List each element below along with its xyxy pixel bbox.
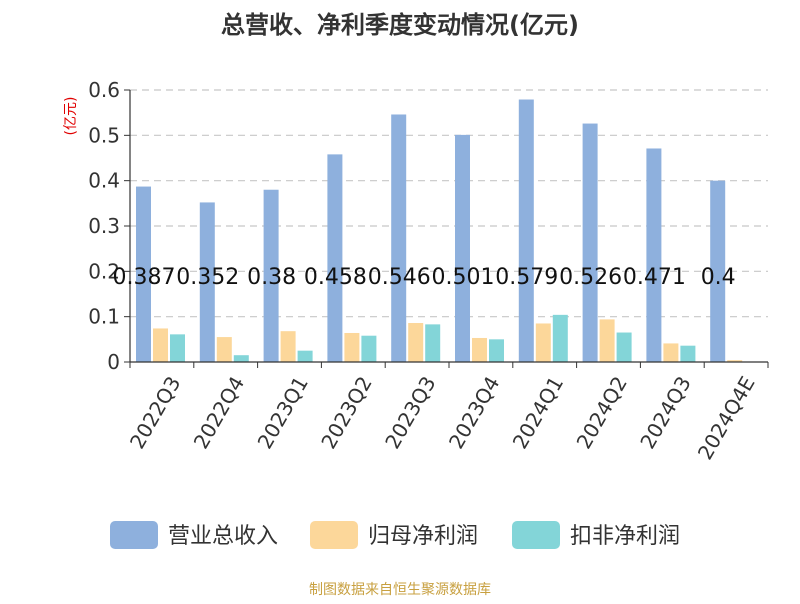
legend[interactable]: 营业总收入 归母净利润 扣非净利润 <box>110 521 680 549</box>
bar-1-2024Q3[interactable] <box>663 343 679 362</box>
y-tick-label: 0.6 <box>88 78 120 102</box>
y-tick-label: 0.4 <box>88 169 120 193</box>
legend-label-2[interactable]: 扣非净利润 <box>570 524 680 549</box>
bar-1-2024Q2[interactable] <box>599 319 615 362</box>
bar-0-2023Q1[interactable] <box>263 189 279 362</box>
legend-swatch-1[interactable] <box>310 521 358 549</box>
data-label-2023Q1: 0.38 <box>247 265 296 290</box>
bar-2-2023Q4[interactable] <box>489 339 504 362</box>
legend-swatch-0[interactable] <box>110 521 158 549</box>
bar-0-2024Q4E[interactable] <box>710 180 726 362</box>
bar-2-2022Q3[interactable] <box>170 334 185 362</box>
data-label-2024Q2: 0.526 <box>559 265 622 290</box>
bar-0-2023Q4[interactable] <box>455 134 470 362</box>
bar-0-2022Q3[interactable] <box>136 186 151 362</box>
bar-0-2024Q3[interactable] <box>646 148 662 362</box>
bar-2-2023Q3[interactable] <box>425 324 441 362</box>
y-tick-label: 0.1 <box>88 305 120 329</box>
y-tick-label: 0.5 <box>88 123 120 147</box>
bar-0-2024Q1[interactable] <box>518 99 534 363</box>
x-tick-label: 2022Q4 <box>189 372 249 453</box>
bar-2-2024Q1[interactable] <box>552 314 568 362</box>
x-tick-label: 2024Q2 <box>572 372 632 453</box>
data-label-2024Q1: 0.579 <box>495 265 558 290</box>
x-tick-label: 2023Q4 <box>444 372 504 453</box>
y-axis-label: (亿元) <box>63 97 79 136</box>
data-label-2023Q2: 0.458 <box>304 265 367 290</box>
bar-1-2023Q3[interactable] <box>408 323 424 362</box>
data-label-2023Q4: 0.501 <box>432 265 495 290</box>
legend-label-0[interactable]: 营业总收入 <box>168 524 278 549</box>
data-label-2022Q4: 0.352 <box>176 265 239 290</box>
data-label-2023Q3: 0.546 <box>368 265 431 290</box>
bar-0-2024Q2[interactable] <box>582 123 598 363</box>
x-tick-label: 2024Q4E <box>693 372 760 464</box>
bar-0-2022Q4[interactable] <box>199 202 215 362</box>
x-tick-label: 2022Q3 <box>125 372 185 453</box>
grid-lines <box>130 89 768 318</box>
bar-0-2023Q2[interactable] <box>327 154 343 362</box>
data-label-2024Q4E: 0.4 <box>701 265 736 290</box>
legend-label-1[interactable]: 归母净利润 <box>368 524 478 549</box>
source-note: 制图数据来自恒生聚源数据库 <box>309 582 491 598</box>
bars <box>136 99 743 363</box>
bar-2-2023Q2[interactable] <box>361 335 377 362</box>
x-tick-label: 2024Q1 <box>508 372 568 453</box>
x-tick-label: 2023Q3 <box>380 372 440 453</box>
y-tick-label: 0.3 <box>88 214 120 238</box>
y-axis: 0 0.1 0.2 0.3 0.4 0.5 0.6 <box>88 78 131 374</box>
bar-2-2023Q1[interactable] <box>297 350 313 362</box>
bar-1-2024Q4E[interactable] <box>727 360 743 362</box>
data-labels: 0.387 0.352 0.38 0.458 0.546 0.501 0.579 0.526 0… <box>113 265 736 290</box>
data-label-2024Q3: 0.471 <box>623 265 686 290</box>
bar-1-2023Q2[interactable] <box>344 332 360 362</box>
x-tick-label: 2023Q2 <box>316 372 376 453</box>
bar-1-2022Q3[interactable] <box>153 328 168 362</box>
data-label-2022Q3: 0.387 <box>113 265 176 290</box>
bar-2-2024Q2[interactable] <box>616 332 632 362</box>
x-tick-label: 2024Q3 <box>635 372 695 453</box>
bar-1-2024Q1[interactable] <box>535 323 551 362</box>
bar-1-2023Q1[interactable] <box>280 331 296 362</box>
y-tick-label: 0.2 <box>88 259 120 283</box>
x-axis: 2022Q3 2022Q4 2023Q1 2023Q2 2023Q3 2023Q4 2024… <box>125 361 769 464</box>
legend-swatch-2[interactable] <box>512 521 560 549</box>
chart-title: 总营收、净利季度变动情况(亿元) <box>221 11 579 39</box>
bar-1-2023Q4[interactable] <box>472 337 487 362</box>
bar-0-2023Q3[interactable] <box>391 114 407 362</box>
bar-2-2024Q3[interactable] <box>680 345 696 362</box>
bar-1-2022Q4[interactable] <box>216 337 232 362</box>
bar-2-2022Q4[interactable] <box>233 355 249 362</box>
x-tick-label: 2023Q1 <box>253 372 313 453</box>
y-tick-label: 0 <box>107 350 120 374</box>
